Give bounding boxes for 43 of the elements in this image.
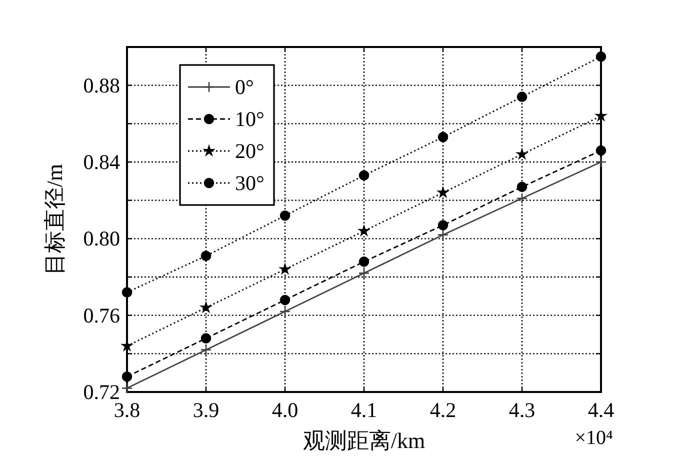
legend-label: 20° xyxy=(235,139,264,163)
point xyxy=(200,302,212,313)
point xyxy=(122,287,132,298)
point xyxy=(516,192,528,204)
point xyxy=(200,250,212,262)
point xyxy=(437,229,449,240)
point xyxy=(280,210,290,221)
point xyxy=(200,333,212,344)
point xyxy=(596,145,606,156)
y-tick-label: 0.76 xyxy=(83,303,120,328)
point xyxy=(516,92,528,102)
point xyxy=(437,186,449,198)
x-tick-label: 4.3 xyxy=(508,398,536,422)
point xyxy=(516,148,528,160)
legend-label: 10° xyxy=(235,107,264,131)
legend-label: 30° xyxy=(235,171,264,195)
point xyxy=(122,372,132,382)
point xyxy=(279,306,291,318)
y-axis-title: 目标直径/m xyxy=(42,164,67,276)
x-axis-title: 观测距离/km xyxy=(302,428,426,453)
y-tick-label: 0.88 xyxy=(83,73,120,98)
x-tick-label: 4.4 xyxy=(588,398,615,422)
y-tick-label: 0.84 xyxy=(83,150,120,174)
y-tick-label: 0.80 xyxy=(83,226,120,251)
legend-label: 0° xyxy=(235,75,254,99)
point xyxy=(438,132,448,142)
point xyxy=(596,51,606,62)
point xyxy=(358,225,370,236)
x-tick-label: 4.0 xyxy=(272,398,298,422)
x-tick-label: 3.9 xyxy=(192,398,220,422)
x-tick-label: 4.1 xyxy=(350,398,378,422)
point xyxy=(121,382,133,394)
point xyxy=(358,268,370,279)
x-tick-label: 4.2 xyxy=(430,398,456,422)
point xyxy=(438,220,448,230)
point xyxy=(358,170,370,181)
point xyxy=(595,156,607,168)
text: ×10⁴ xyxy=(574,427,614,449)
point xyxy=(279,263,291,274)
point xyxy=(280,294,290,306)
point xyxy=(516,182,528,192)
point xyxy=(200,344,212,356)
point xyxy=(358,256,370,267)
